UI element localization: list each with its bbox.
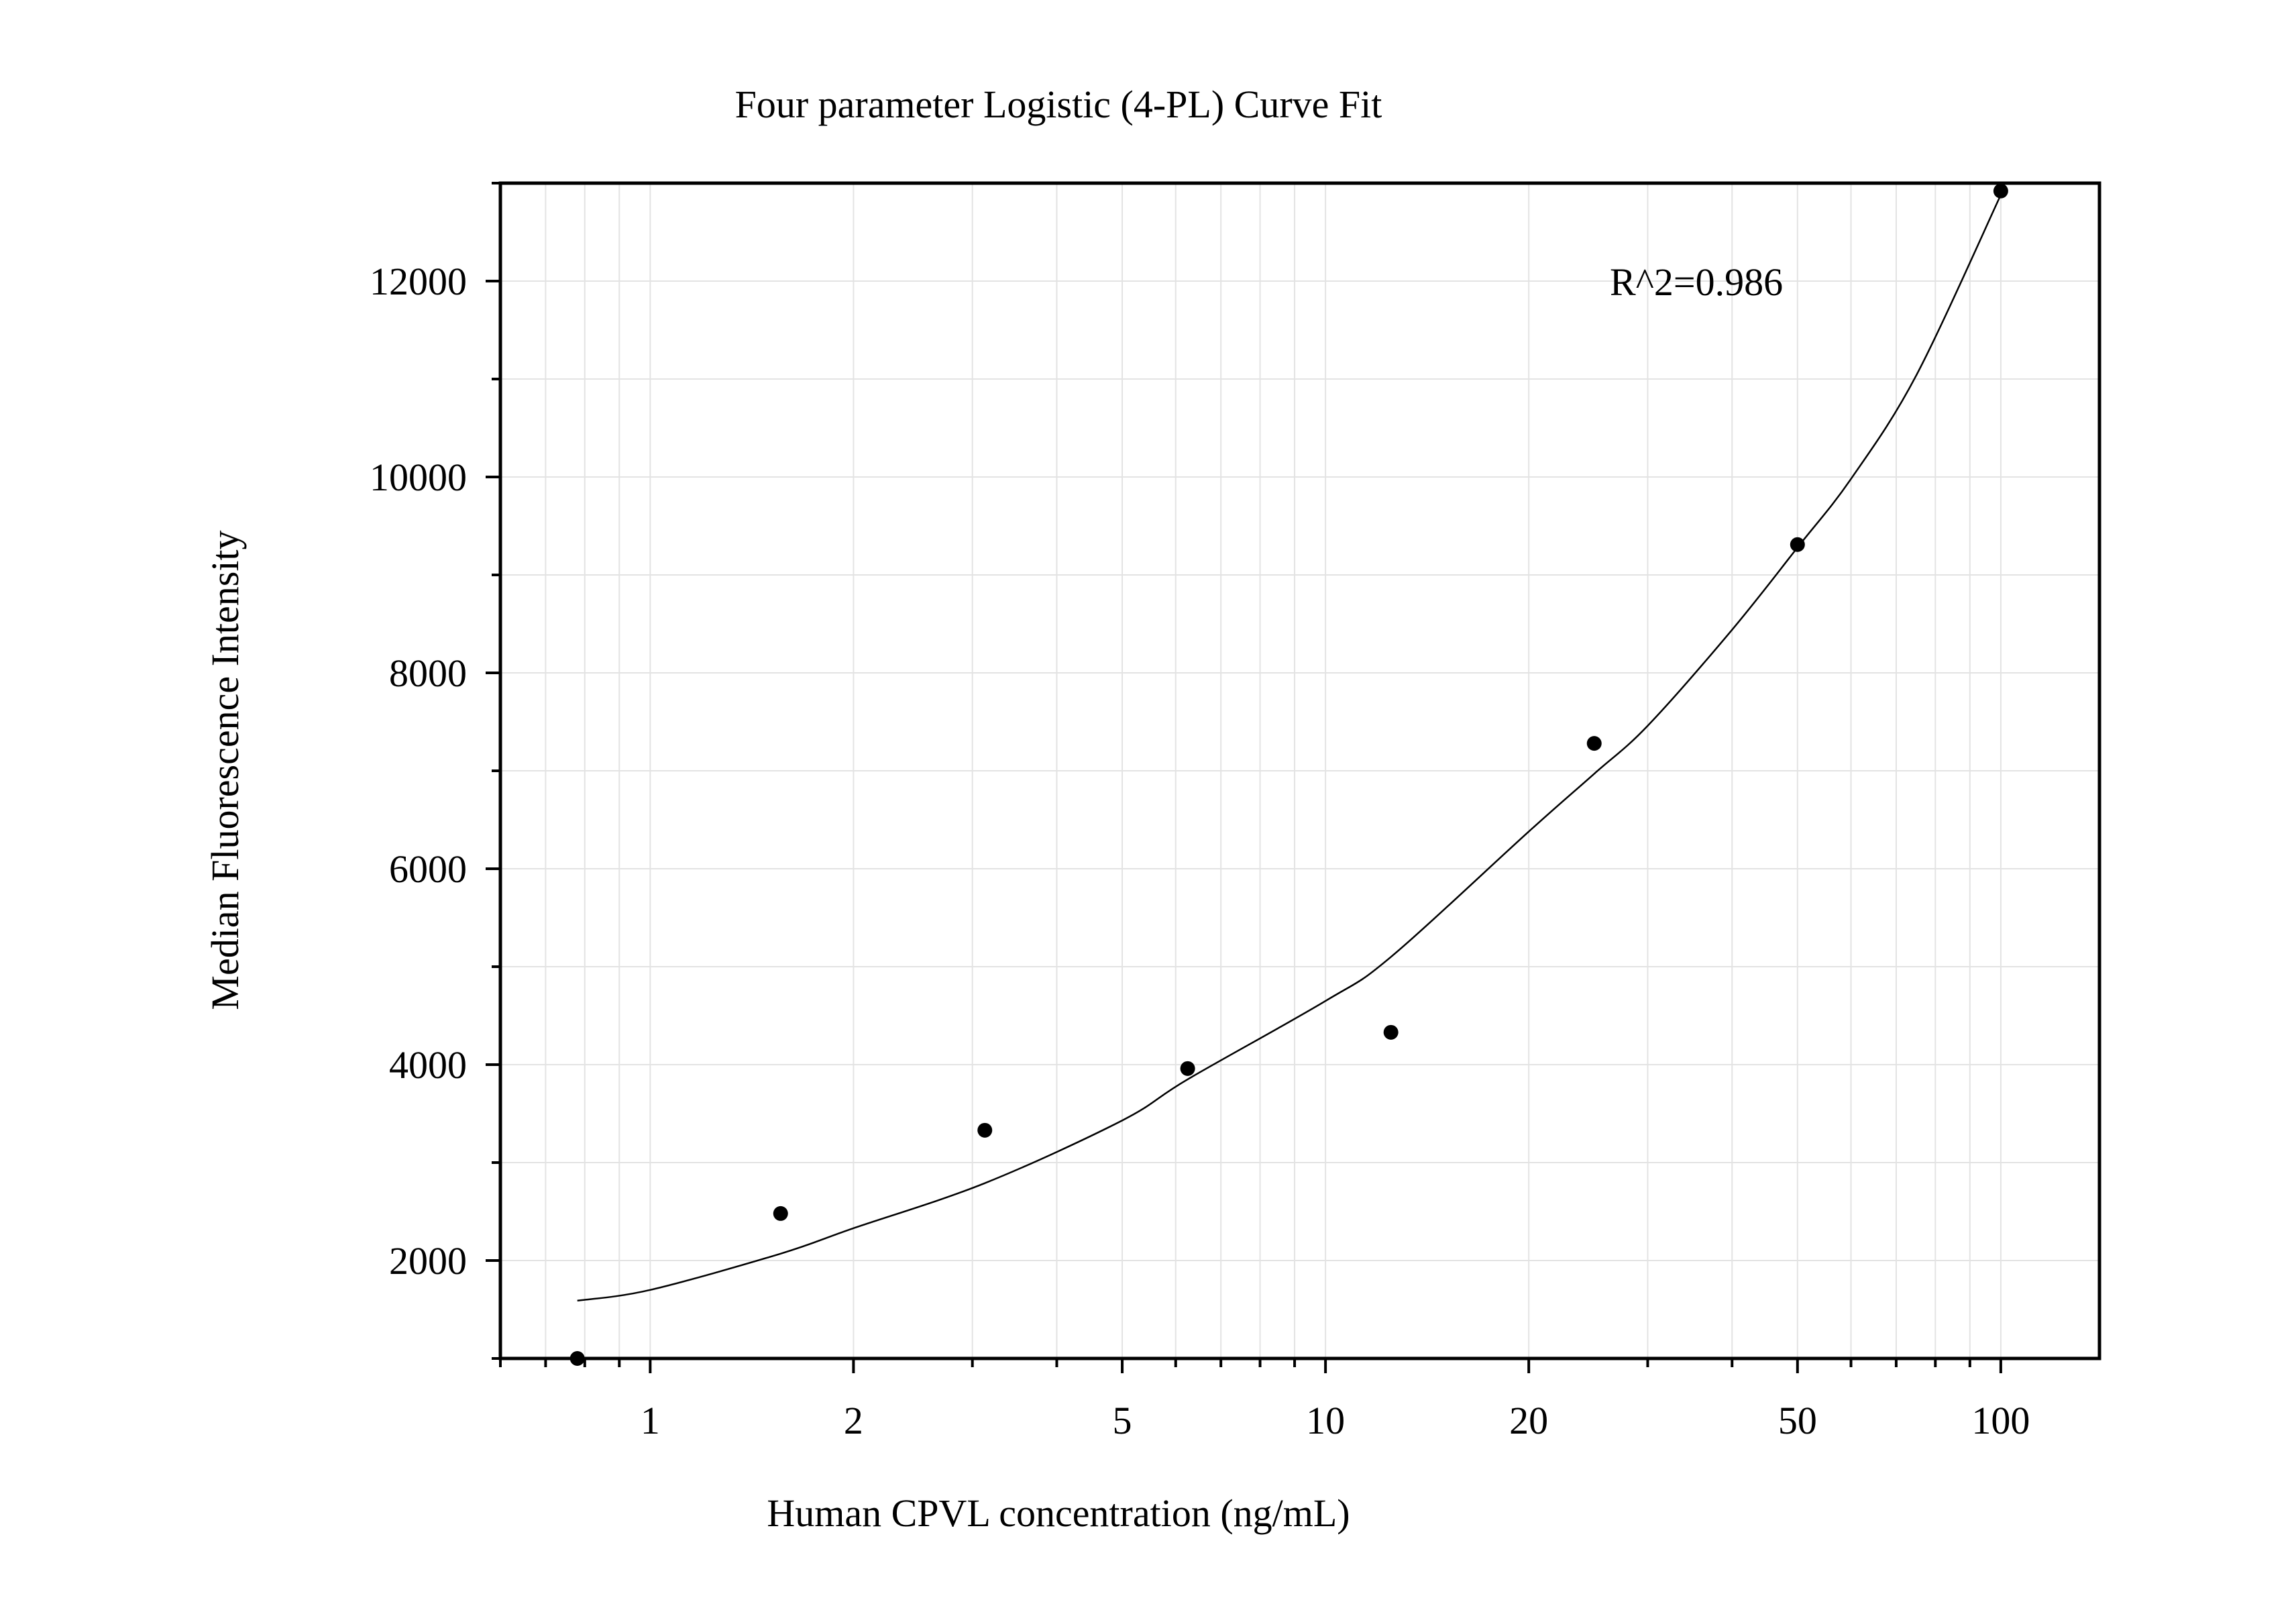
fit-curve-layer [577, 194, 2002, 1302]
fit-curve [577, 194, 2002, 1302]
y-axis-label: Median Fluorescence Intensity [203, 530, 247, 1010]
x-axis-label: Human CPVL concentration (ng/mL) [767, 1491, 1350, 1535]
data-point [977, 1122, 993, 1138]
y-tick-label: 4000 [389, 1043, 467, 1087]
x-tick-label: 20 [1509, 1399, 1548, 1442]
y-tick-label: 6000 [389, 847, 467, 891]
data-point [773, 1206, 788, 1221]
x-tick-label: 50 [1778, 1399, 1817, 1442]
data-point [1790, 537, 1805, 552]
data-point [1180, 1061, 1195, 1076]
axis-ticks [486, 182, 2002, 1373]
x-tick-label: 5 [1113, 1399, 1132, 1442]
data-point [1993, 183, 2008, 199]
data-point [1383, 1024, 1399, 1040]
grid [500, 182, 2099, 1359]
y-tick-label: 2000 [389, 1239, 467, 1283]
x-tick-label: 10 [1306, 1399, 1345, 1442]
x-tick-label: 2 [844, 1399, 863, 1442]
tick-labels: 1 2 5 10 20 50 100 2000 4000 6000 8000 10000 12000 [370, 260, 2030, 1442]
y-tick-label: 12000 [370, 260, 467, 303]
x-tick-label: 100 [1971, 1399, 2030, 1442]
x-tick-label: 1 [641, 1399, 660, 1442]
data-points [569, 183, 2008, 1366]
data-point [1586, 736, 1602, 751]
y-tick-label: 8000 [389, 651, 467, 695]
y-tick-label: 10000 [370, 456, 467, 499]
chart-title: Four parameter Logistic (4-PL) Curve Fit [735, 83, 1382, 126]
r-squared-annotation: R^2=0.986 [1610, 260, 1783, 304]
